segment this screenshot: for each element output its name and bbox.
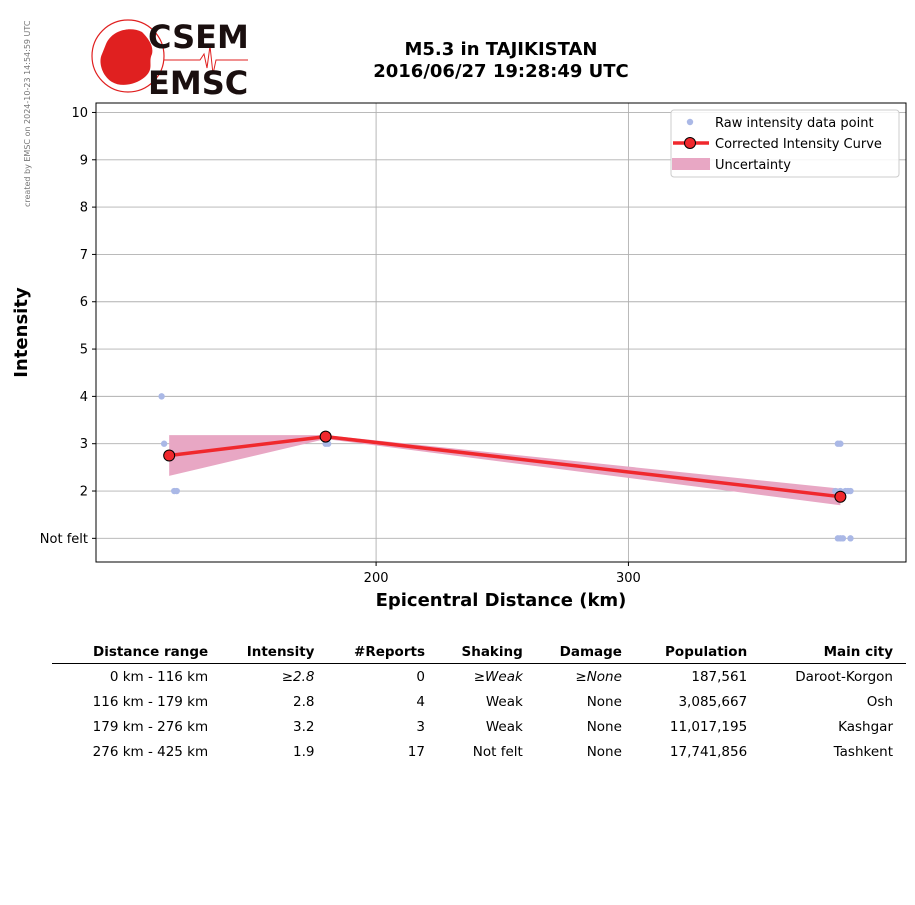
y-tick-label: 4 (80, 390, 88, 405)
cell-population: 17,741,856 (669, 743, 748, 760)
cell-damage: None (586, 743, 622, 760)
y-tick-label: 6 (80, 295, 88, 310)
y-tick-label: Not felt (40, 532, 88, 547)
cell-shaking: Not felt (472, 743, 523, 760)
y-tick-label: 8 (80, 201, 88, 216)
header-distance-range: Distance range (52, 641, 222, 664)
header-shaking: Shaking (437, 641, 536, 664)
table-row: 276 km - 425 km 1.9 17 Not felt None 17,… (52, 739, 906, 764)
table-row: 0 km - 116 km ≥2.8 0 ≥Weak ≥None 187,561… (52, 664, 906, 690)
cell-reports: 4 (416, 693, 425, 710)
y-tick-label: 9 (80, 153, 88, 168)
chart-title-line1: M5.3 in TAJIKISTAN (404, 39, 598, 60)
legend-curve-marker (684, 137, 696, 149)
cell-population: 3,085,667 (678, 693, 748, 710)
cell-reports: 3 (416, 718, 425, 735)
logo-text-emsc: EMSC (148, 64, 248, 100)
raw-data-point (847, 535, 854, 542)
logo-text-csem: CSEM (148, 18, 249, 56)
cell-main-city: Tashkent (833, 743, 893, 760)
cell-distance-range: 179 km - 276 km (92, 718, 209, 735)
globe-logo-land (100, 29, 153, 85)
y-tick-label: 5 (80, 343, 88, 358)
cell-intensity: 1.9 (293, 743, 315, 760)
cell-intensity: 2.8 (293, 693, 315, 710)
raw-data-point (837, 440, 844, 447)
legend-label-raw: Raw intensity data point (715, 116, 874, 131)
seismogram-line (164, 45, 248, 75)
header-main-city: Main city (760, 641, 906, 664)
y-tick-label: 3 (80, 437, 88, 452)
y-tick-label: 10 (71, 106, 88, 121)
cell-intensity: ≥2.8 (281, 668, 315, 685)
cell-main-city: Kashgar (838, 718, 893, 735)
csem-emsc-logo: CSEM EMSC (91, 18, 249, 100)
x-tick-label: 200 (364, 571, 389, 586)
table-header-row: Distance range Intensity #Reports Shakin… (52, 641, 906, 664)
raw-data-point (158, 393, 165, 400)
header-reports: #Reports (327, 641, 438, 664)
cell-intensity: 3.2 (293, 718, 315, 735)
cell-shaking: Weak (485, 718, 523, 735)
raw-data-point (173, 487, 180, 495)
table-row: 179 km - 276 km 3.2 3 Weak None 11,017,1… (52, 714, 906, 739)
curve-marker (834, 490, 847, 503)
y-tick-label: 7 (80, 248, 88, 263)
intensity-summary-table: Distance range Intensity #Reports Shakin… (52, 641, 906, 764)
chart-title-line2: 2016/06/27 19:28:49 UTC (373, 61, 629, 82)
legend-uncertainty-swatch (672, 158, 710, 170)
table-row: 116 km - 179 km 2.8 4 Weak None 3,085,66… (52, 689, 906, 714)
uncertainty-band (169, 435, 841, 506)
cell-main-city: Osh (866, 693, 893, 710)
header-damage: Damage (535, 641, 635, 664)
cell-reports: 0 (416, 668, 425, 685)
cell-damage: None (586, 718, 622, 735)
cell-damage: ≥None (575, 668, 622, 685)
cell-distance-range: 276 km - 425 km (92, 743, 209, 760)
x-tick-label: 300 (616, 571, 641, 586)
legend-raw-marker (686, 118, 694, 126)
header-intensity: Intensity (221, 641, 328, 664)
intensity-chart: Not felt 2 3 4 5 6 7 8 9 10 200 300 Epicentral Dista… (11, 102, 907, 611)
cell-shaking: ≥Weak (473, 668, 523, 685)
header-population: Population (634, 641, 761, 664)
cell-reports: 17 (407, 743, 425, 760)
cell-shaking: Weak (485, 693, 523, 710)
curve-marker (319, 430, 332, 443)
cell-main-city: Daroot-Korgon (795, 668, 893, 685)
legend-label-curve: Corrected Intensity Curve (715, 137, 882, 152)
legend-label-uncertainty: Uncertainty (715, 158, 791, 173)
cell-population: 11,017,195 (669, 718, 748, 735)
raw-data-point (160, 440, 168, 447)
cell-distance-range: 116 km - 179 km (92, 693, 209, 710)
y-axis-label: Intensity (11, 287, 32, 378)
globe-logo-ring (91, 19, 165, 93)
x-axis-label: Epicentral Distance (km) (376, 590, 627, 611)
legend-box (670, 109, 900, 178)
raw-data-point (839, 535, 847, 542)
cell-population: 187,561 (691, 668, 748, 685)
cell-damage: None (586, 693, 622, 710)
curve-marker (163, 449, 176, 462)
y-tick-label: 2 (80, 485, 88, 500)
plot-frame (95, 102, 907, 563)
raw-data-point (847, 487, 854, 495)
cell-distance-range: 0 km - 116 km (109, 668, 209, 685)
